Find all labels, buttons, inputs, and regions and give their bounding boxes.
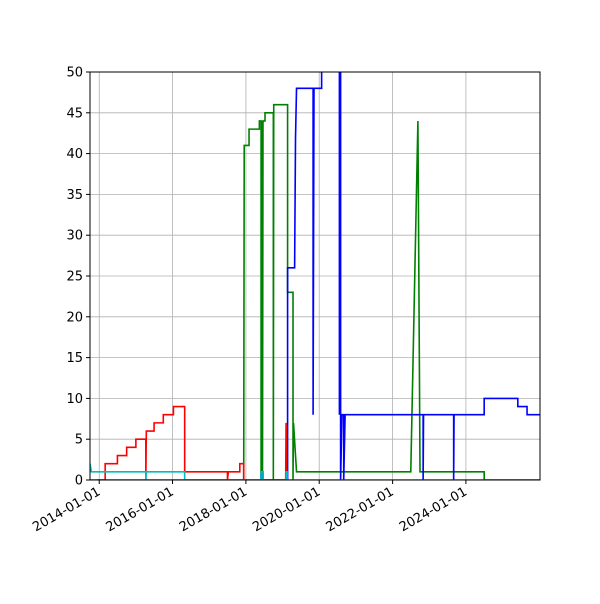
series-line	[90, 463, 540, 480]
y-tick-label: 20	[66, 310, 83, 325]
y-tick-label: 50	[66, 66, 83, 81]
y-tick-label: 10	[66, 392, 83, 407]
y-tick-label: 35	[66, 188, 83, 203]
y-tick-label: 0	[75, 474, 83, 489]
y-tick-label: 45	[66, 106, 83, 121]
y-tick-label: 15	[66, 351, 83, 366]
y-tick-label: 5	[75, 433, 83, 448]
y-tick-label: 25	[66, 270, 83, 285]
y-tick-label: 40	[66, 147, 83, 162]
series-line	[90, 103, 540, 480]
y-tick-label: 30	[66, 229, 83, 244]
series-line	[260, 72, 540, 480]
series-line	[97, 405, 288, 480]
